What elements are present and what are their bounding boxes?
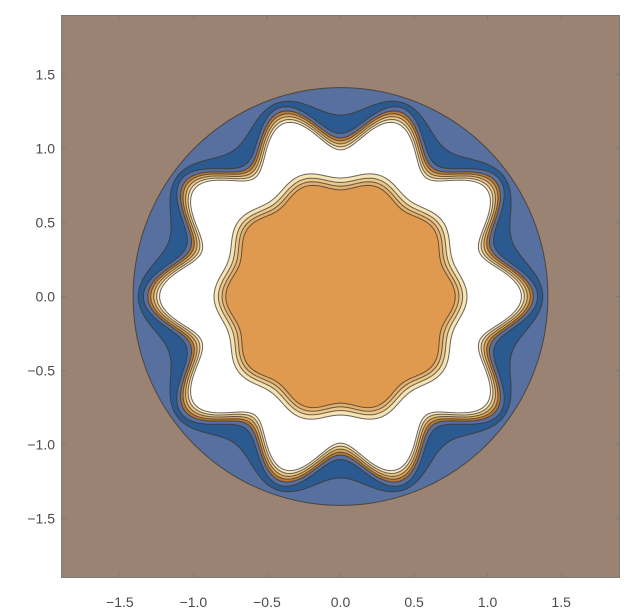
x-tick-label: 1.5 [551, 594, 571, 610]
y-tick-label: −1.5 [27, 511, 55, 527]
x-tick-label: 0.0 [331, 594, 351, 610]
y-tick-label: −1.0 [27, 437, 55, 453]
region-core [225, 184, 456, 409]
y-axis: −1.5 −1.0 −0.5 0.0 0.5 1.0 1.5 [27, 66, 620, 527]
y-tick-label: 0.0 [36, 289, 56, 305]
x-tick-label: 0.5 [404, 594, 424, 610]
y-tick-label: 0.5 [36, 214, 56, 230]
y-tick-label: 1.0 [36, 140, 56, 156]
y-tick-label: 1.5 [36, 66, 56, 82]
x-tick-label: 1.0 [478, 594, 498, 610]
x-axis: −1.5 −1.0 −0.5 0.0 0.5 1.0 1.5 [106, 15, 571, 610]
x-tick-label: −1.5 [106, 594, 134, 610]
contour-regions [61, 15, 620, 578]
x-tick-label: −1.0 [180, 594, 208, 610]
x-tick-label: −0.5 [253, 594, 281, 610]
y-tick-label: −0.5 [27, 363, 55, 379]
